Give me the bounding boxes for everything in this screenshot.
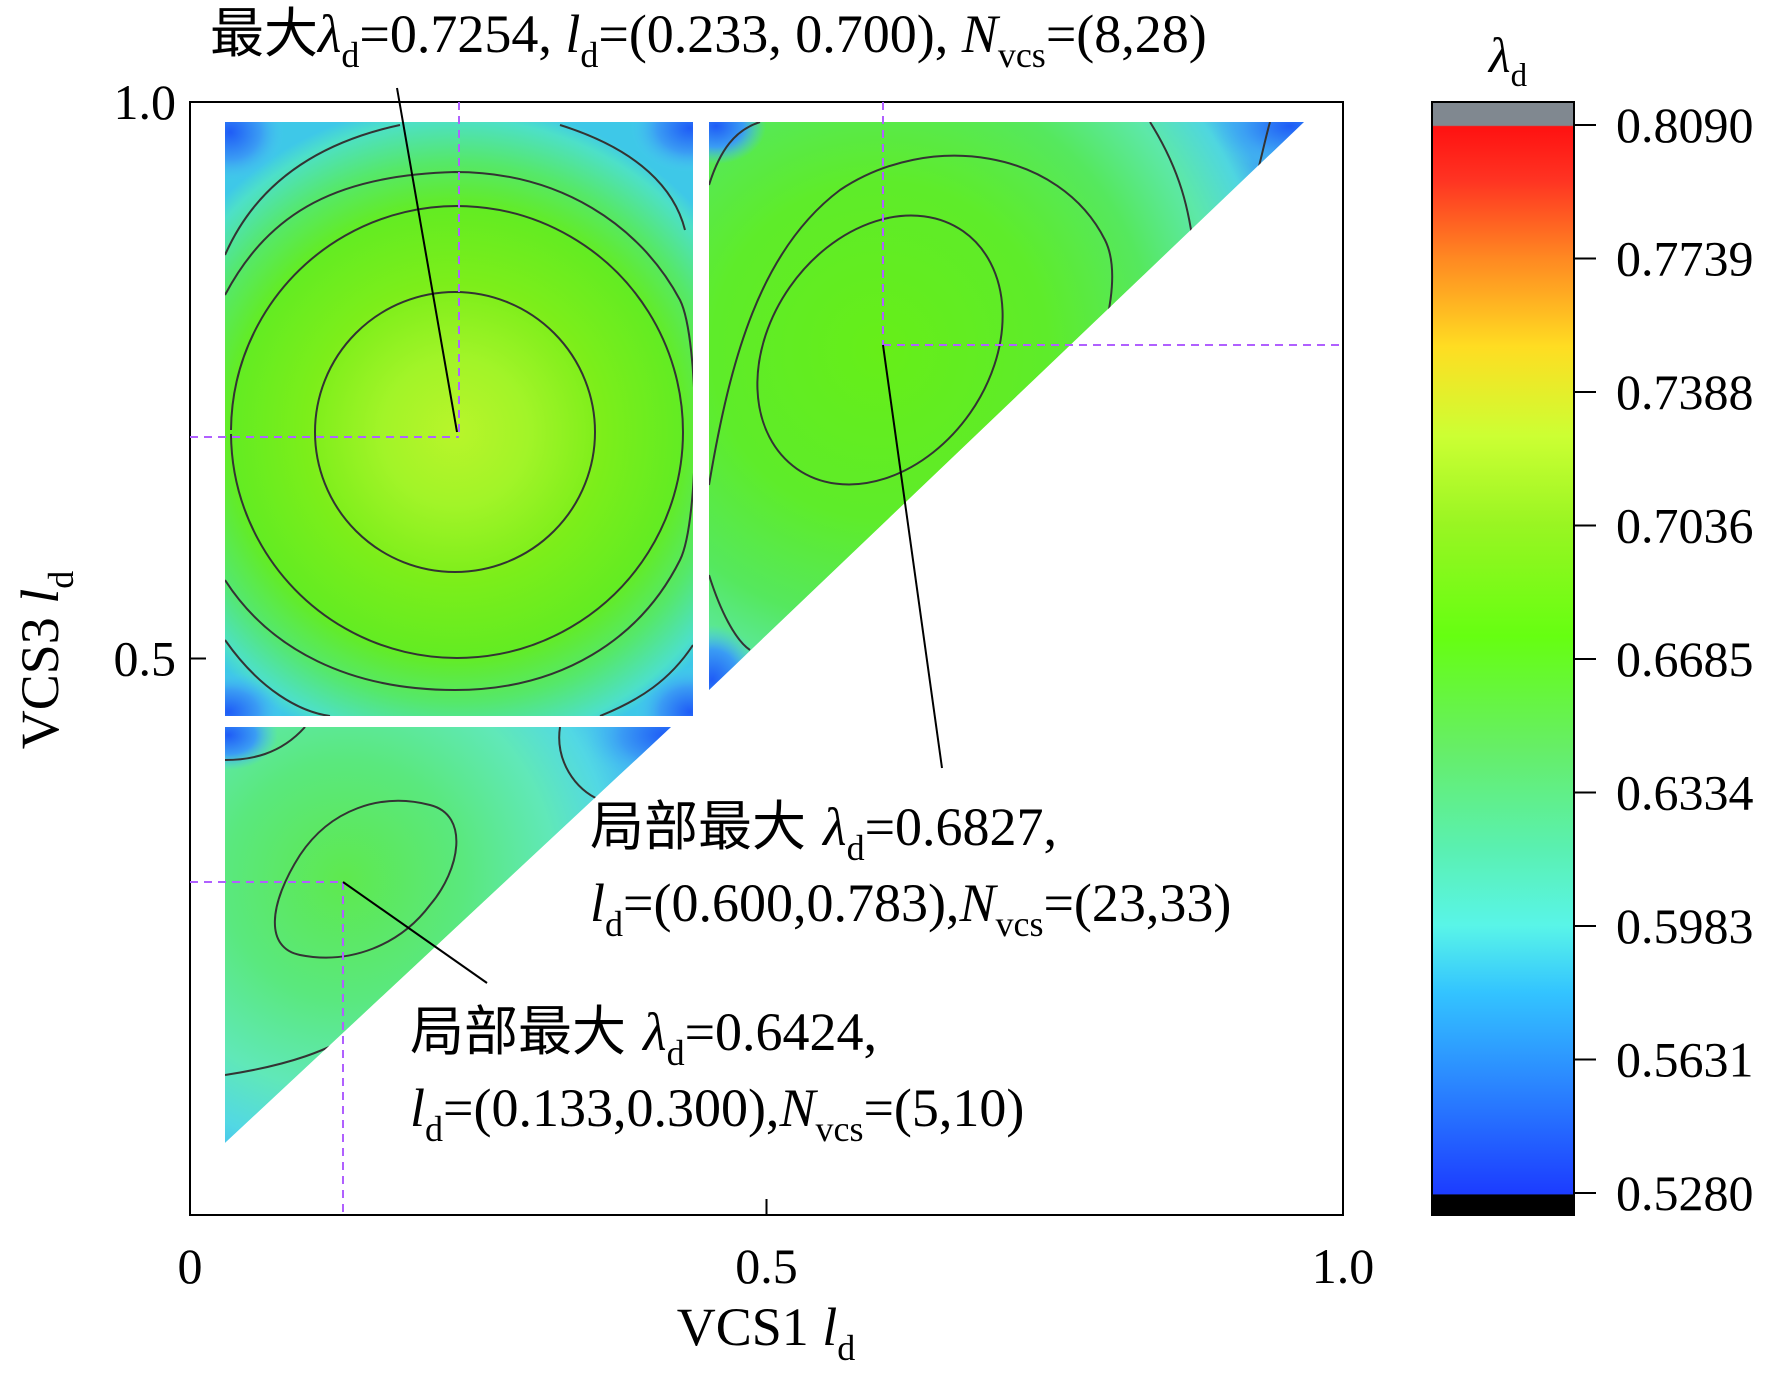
- y-axis: 0.5 1.0: [114, 74, 206, 687]
- colorbar-ticks: 0.8090 0.7739 0.7388 0.7036 0.6685 0.6334 0.59…: [1574, 97, 1754, 1221]
- colorbar-tick-label: 0.6334: [1616, 765, 1754, 821]
- x-tick-label: 0.5: [735, 1238, 798, 1294]
- colorbar-scale: [1431, 101, 1575, 1216]
- colorbar-tick-label: 0.6685: [1616, 631, 1754, 687]
- peak-annotation-3-line-2: ld=(0.133,0.300),Nvcs=(5,10): [410, 1078, 1024, 1149]
- peak-annotation-2-line-2: ld=(0.600,0.783),Nvcs=(23,33): [590, 873, 1231, 944]
- colorbar: 0.8090 0.7739 0.7388 0.7036 0.6685 0.6334 0.59…: [1431, 27, 1754, 1221]
- region-b: [709, 122, 1304, 690]
- leader-global-peak: [396, 87, 458, 433]
- y-tick-label: 0.5: [114, 631, 177, 687]
- reference-lines: [190, 102, 1343, 1215]
- colorbar-tick-label: 0.7388: [1616, 364, 1754, 420]
- peak-annotation-3-line-1: 局部最大 λd=0.6424,: [410, 1000, 877, 1073]
- x-tick-label: 0: [178, 1238, 203, 1294]
- leader-local-peak-3: [342, 881, 488, 984]
- colorbar-tick-label: 0.7739: [1616, 231, 1754, 287]
- peak-annotation-2-line-1: 局部最大 λd=0.6827,: [590, 795, 1057, 868]
- colorbar-tick-label: 0.7036: [1616, 498, 1754, 554]
- x-tick-label: 1.0: [1312, 1238, 1375, 1294]
- peak-annotation-1-line-1: 最大λd=0.7254, ld=(0.233, 0.700), Nvcs=(8,…: [210, 2, 1207, 75]
- x-axis-title: VCS1 ld: [677, 1297, 856, 1368]
- x-axis: 0 0.5 1.0: [178, 1199, 1375, 1294]
- colorbar-title: λd: [1487, 27, 1528, 94]
- leader-local-peak-2: [882, 344, 943, 769]
- annotations: 最大λd=0.7254, ld=(0.233, 0.700), Nvcs=(8,…: [210, 2, 1231, 1149]
- y-axis-title: VCS3 ld: [10, 571, 81, 750]
- region-a: [225, 122, 693, 716]
- colorbar-tick-label: 0.5631: [1616, 1032, 1754, 1088]
- colorbar-tick-label: 0.8090: [1616, 97, 1754, 153]
- colorbar-tick-label: 0.5983: [1616, 898, 1754, 954]
- colorbar-tick-label: 0.5280: [1616, 1165, 1754, 1221]
- leader-lines: [342, 87, 943, 984]
- y-tick-label: 1.0: [114, 74, 177, 130]
